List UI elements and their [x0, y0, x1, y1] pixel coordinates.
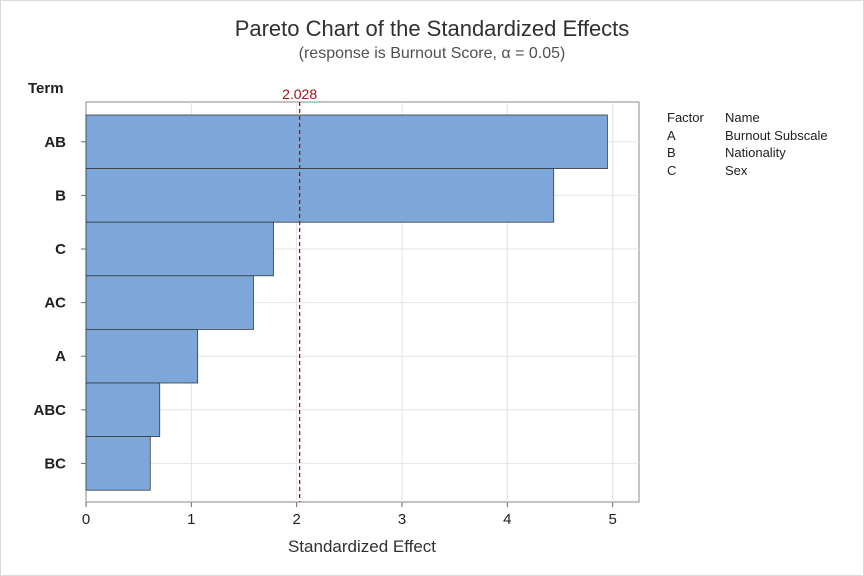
reference-line-group: 2.028: [282, 86, 317, 502]
bar: [85, 168, 555, 223]
category-label: C: [55, 241, 66, 258]
legend-header-name: Name: [725, 110, 760, 125]
legend-name-b: Nationality: [725, 145, 786, 160]
category-label: B: [55, 187, 66, 204]
bar: [85, 275, 254, 330]
category-label: AB: [44, 134, 66, 151]
x-tick-label: 1: [187, 511, 195, 528]
bar: [85, 382, 161, 437]
x-axis-ticks: 0 1 2 3 4 5: [82, 502, 617, 528]
x-tick-label: 3: [398, 511, 406, 528]
category-label: ABC: [34, 402, 67, 419]
factor-legend: Factor Name A Burnout Subscale B Nationa…: [667, 110, 828, 178]
x-axis-label: Standardized Effect: [288, 537, 436, 556]
bar: [85, 221, 274, 277]
legend-name-c: Sex: [725, 163, 748, 178]
legend-factor-c: C: [667, 163, 676, 178]
x-tick-label: 5: [608, 511, 616, 528]
legend-header-factor: Factor: [667, 110, 705, 125]
bar: [85, 114, 608, 169]
legend-factor-a: A: [667, 128, 676, 143]
x-tick-label: 4: [503, 511, 511, 528]
bar: [85, 328, 199, 384]
chart-subtitle: (response is Burnout Score, α = 0.05): [299, 45, 566, 62]
category-label: AC: [44, 295, 66, 312]
category-label: BC: [44, 455, 66, 472]
x-tick-label: 0: [82, 511, 90, 528]
y-axis-label: Term: [28, 80, 64, 97]
bar: [85, 436, 151, 491]
x-tick-label: 2: [292, 511, 300, 528]
reference-line-label: 2.028: [282, 86, 317, 102]
chart-title: Pareto Chart of the Standardized Effects: [235, 16, 630, 41]
bars-group: [85, 114, 608, 491]
legend-factor-b: B: [667, 145, 676, 160]
category-label: A: [55, 348, 66, 365]
legend-name-a: Burnout Subscale: [725, 128, 828, 143]
